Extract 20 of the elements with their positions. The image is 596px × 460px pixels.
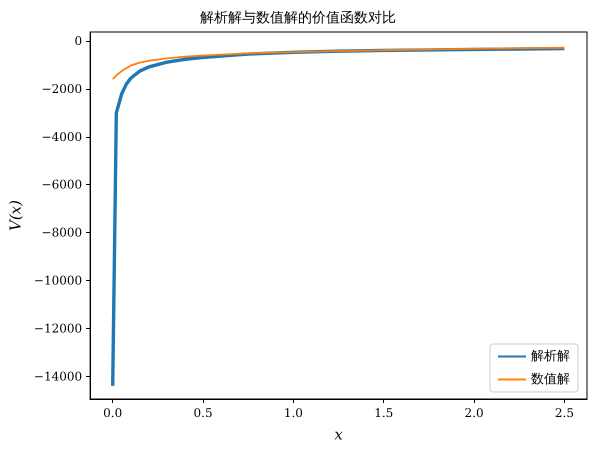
y-axis-title: V(x) xyxy=(6,200,24,231)
chart-title: 解析解与数值解的价值函数对比 xyxy=(200,10,396,26)
y-tick-label: −4000 xyxy=(42,130,82,144)
x-axis-title: x xyxy=(334,426,344,444)
line-series xyxy=(112,46,566,80)
y-tick-label: −2000 xyxy=(42,82,82,96)
y-tick-label: −14000 xyxy=(34,369,82,384)
x-tick-label: 0.5 xyxy=(194,406,213,420)
y-tick-label: −6000 xyxy=(42,178,82,192)
x-tick-label: 0.0 xyxy=(103,406,122,420)
legend-label: 解析解 xyxy=(531,349,570,364)
y-tick-label: −12000 xyxy=(34,321,82,336)
y-tick-label: −8000 xyxy=(42,226,82,240)
legend-label: 数值解 xyxy=(531,372,570,387)
x-tick-label: 1.0 xyxy=(284,406,303,420)
y-tick-label: 0 xyxy=(74,34,82,48)
x-tick-label: 2.5 xyxy=(554,406,574,420)
y-tick-label: −10000 xyxy=(34,273,82,288)
x-tick-label: 2.0 xyxy=(464,406,484,420)
x-tick-label: 1.5 xyxy=(374,406,394,420)
